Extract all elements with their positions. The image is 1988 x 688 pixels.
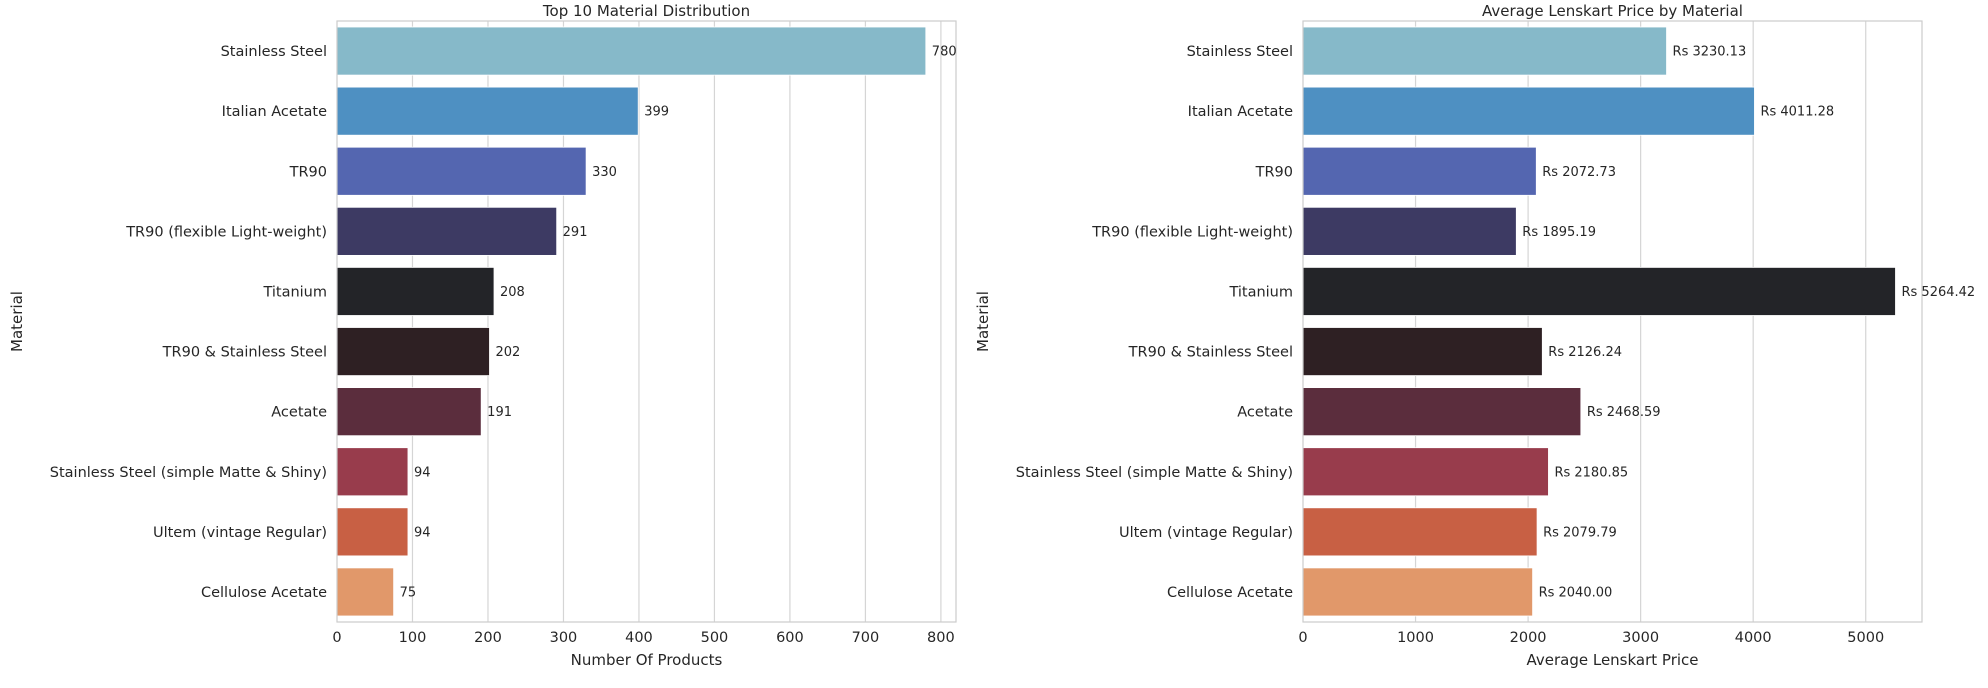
data-label: 202	[495, 345, 520, 360]
data-label: Rs 2126.24	[1548, 345, 1622, 360]
x-tick-label: 3000	[1622, 630, 1659, 646]
chart-panel-1: 780 399 330 291 208 202 191 94 94 75 Stainless Ste…	[8, 2, 957, 669]
bar-2	[1302, 86, 1755, 136]
data-label: 780	[932, 45, 957, 60]
y-tick-label: Titanium	[262, 284, 327, 300]
y-tick-label: Stainless Steel	[1187, 44, 1293, 60]
y-tick-label: Cellulose Acetate	[1167, 585, 1293, 601]
bar-10	[336, 567, 395, 617]
chart-panel-2: Rs 3230.13 Rs 4011.28 Rs 2072.73 Rs 1895.19…	[974, 2, 1975, 669]
x-tick-label: 300	[550, 630, 578, 646]
x-tick-label: 0	[332, 630, 341, 646]
bar-6	[1302, 327, 1543, 376]
data-label: Rs 4011.28	[1760, 105, 1834, 120]
chart-title: Average Lenskart Price by Material	[1482, 2, 1743, 20]
x-axis-label: Average Lenskart Price	[1526, 651, 1698, 669]
y-tick-label: Stainless Steel (simple Matte & Shiny)	[1016, 465, 1293, 481]
x-tick-label: 600	[776, 630, 804, 646]
x-tick-label: 4000	[1735, 630, 1772, 646]
data-label: 75	[400, 585, 417, 600]
data-label: Rs 2468.59	[1587, 405, 1661, 420]
bar-9	[1302, 507, 1538, 557]
bar-5	[1302, 267, 1896, 316]
data-label: Rs 2072.73	[1542, 165, 1616, 180]
bar-7	[1302, 387, 1582, 437]
data-label: Rs 2079.79	[1543, 525, 1617, 540]
data-label: 94	[414, 525, 431, 540]
x-tick-label: 1000	[1397, 630, 1434, 646]
plot-frame	[1302, 20, 1923, 623]
y-tick-label: Acetate	[1237, 405, 1293, 421]
data-label: 191	[487, 405, 512, 420]
y-tick-label: Italian Acetate	[222, 104, 327, 120]
y-tick-label: TR90 (flexible Light-weight)	[1091, 224, 1293, 240]
y-tick-label: Stainless Steel	[221, 44, 327, 60]
y-axis-label: Material	[8, 291, 26, 352]
data-label: 291	[563, 225, 588, 240]
bar-4	[336, 206, 558, 256]
y-tick-label: Titanium	[1228, 284, 1293, 300]
data-label: 94	[414, 465, 431, 480]
x-axis-label: Number Of Products	[571, 651, 723, 669]
x-tick-label: 5000	[1847, 630, 1884, 646]
bar-6	[336, 327, 490, 376]
bar-9	[336, 507, 409, 557]
bar-8	[336, 447, 409, 497]
x-tick-label: 400	[625, 630, 653, 646]
bar-2	[336, 86, 639, 136]
bar-7	[336, 387, 482, 437]
x-tick-label: 800	[927, 630, 955, 646]
bar-5	[336, 267, 495, 316]
data-label: 208	[500, 285, 525, 300]
bar-10	[1302, 567, 1533, 617]
data-label: Rs 2040.00	[1539, 585, 1613, 600]
x-tick-label: 700	[852, 630, 880, 646]
y-tick-label: Cellulose Acetate	[201, 585, 327, 601]
y-tick-label: Ultem (vintage Regular)	[1119, 525, 1293, 541]
y-tick-label: TR90 & Stainless Steel	[1128, 345, 1293, 361]
data-label: 330	[592, 165, 617, 180]
data-label: Rs 5264.42	[1901, 285, 1975, 300]
x-tick-label: 100	[399, 630, 427, 646]
plot-frame	[336, 20, 957, 623]
y-tick-label: TR90 (flexible Light-weight)	[125, 224, 327, 240]
data-label: 399	[644, 105, 669, 120]
y-axis-label: Material	[974, 291, 992, 352]
y-tick-label: TR90	[1255, 164, 1293, 180]
y-tick-label: Italian Acetate	[1188, 104, 1293, 120]
bar-1	[1302, 26, 1667, 76]
bar-3	[1302, 146, 1537, 196]
y-tick-label: Ultem (vintage Regular)	[153, 525, 327, 541]
chart-title: Top 10 Material Distribution	[542, 2, 750, 20]
bar-1	[336, 26, 927, 76]
bar-4	[1302, 206, 1517, 256]
y-tick-label: Acetate	[271, 405, 327, 421]
bar-3	[336, 146, 587, 196]
x-tick-label: 200	[474, 630, 502, 646]
data-label: Rs 1895.19	[1522, 225, 1596, 240]
x-tick-label: 0	[1298, 630, 1307, 646]
y-tick-label: Stainless Steel (simple Matte & Shiny)	[50, 465, 327, 481]
data-label: Rs 3230.13	[1673, 45, 1747, 60]
bar-8	[1302, 447, 1549, 497]
x-tick-label: 500	[701, 630, 729, 646]
data-label: Rs 2180.85	[1554, 465, 1628, 480]
y-tick-label: TR90	[289, 164, 327, 180]
y-tick-label: TR90 & Stainless Steel	[162, 345, 327, 361]
x-tick-label: 2000	[1510, 630, 1547, 646]
